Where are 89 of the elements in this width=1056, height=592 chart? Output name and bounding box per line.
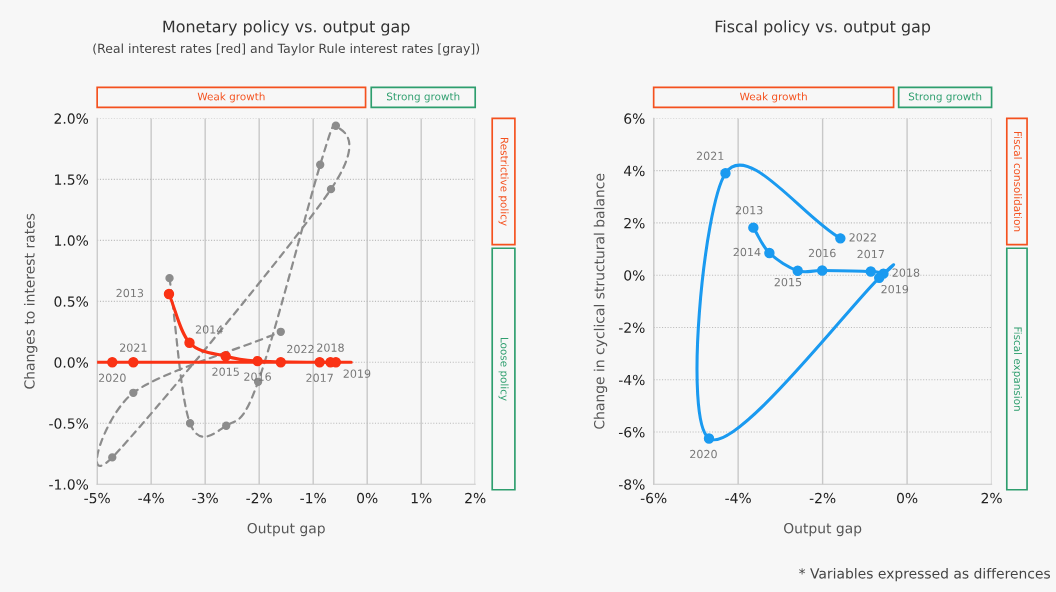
point bbox=[185, 419, 195, 428]
chart-title: Monetary policy vs. output gap bbox=[163, 20, 410, 36]
x-tick-label: -6% bbox=[640, 492, 667, 504]
annotation: 2017 bbox=[306, 373, 333, 383]
text: Strong growth bbox=[908, 92, 982, 103]
text: Strong growth bbox=[386, 92, 460, 103]
point bbox=[748, 222, 759, 233]
text: Restrictive policy bbox=[498, 137, 509, 226]
point bbox=[165, 273, 174, 283]
x-tick-label: -3% bbox=[192, 492, 218, 504]
point bbox=[128, 357, 139, 368]
point bbox=[107, 357, 118, 368]
x-axis-title: Output gap bbox=[247, 522, 325, 537]
annotation: 2016 bbox=[808, 248, 836, 258]
x-tick-label: 2% bbox=[981, 492, 1002, 504]
y-axis-title: Change in cyclical structural balance bbox=[593, 173, 608, 429]
annotation: 2019 bbox=[881, 284, 909, 294]
point bbox=[326, 184, 336, 194]
y-tick-label: 1.0% bbox=[55, 235, 89, 246]
y-tick-label: -0.5% bbox=[49, 418, 89, 429]
point bbox=[331, 121, 341, 130]
annotation: 2020 bbox=[690, 449, 717, 459]
text: Loose policy bbox=[498, 337, 509, 401]
annotation: 2021 bbox=[120, 343, 147, 352]
annotation: 2021 bbox=[696, 151, 724, 161]
point bbox=[252, 355, 263, 367]
point bbox=[129, 388, 138, 397]
chart-title: Fiscal policy vs. output gap bbox=[715, 20, 931, 36]
point bbox=[316, 160, 325, 169]
annotation: 2017 bbox=[857, 249, 884, 259]
x-tick-label: 1% bbox=[411, 492, 432, 504]
x-tick-label: -2% bbox=[809, 492, 836, 504]
text: Weak growth bbox=[739, 92, 807, 103]
annotation: 2018 bbox=[892, 268, 920, 277]
text: Fiscal consolidation bbox=[1013, 131, 1022, 232]
y-tick-label: -6% bbox=[618, 426, 645, 438]
y-tick-label: 4% bbox=[623, 165, 645, 177]
x-tick-label: 0% bbox=[897, 492, 918, 504]
point bbox=[314, 357, 325, 368]
point bbox=[184, 337, 195, 349]
annotation: 2013 bbox=[116, 288, 144, 298]
x-tick-label: 2% bbox=[465, 492, 486, 504]
point bbox=[703, 433, 715, 444]
annotation: 2015 bbox=[212, 367, 239, 376]
point bbox=[764, 247, 775, 259]
x-tick-label: -5% bbox=[84, 492, 110, 504]
point bbox=[835, 233, 846, 244]
y-tick-label: 1.5% bbox=[55, 174, 89, 185]
point bbox=[816, 265, 828, 276]
annotation: 2013 bbox=[735, 205, 763, 215]
y-tick-label: 0% bbox=[624, 270, 645, 281]
point bbox=[275, 357, 286, 368]
x-tick-label: -1% bbox=[300, 492, 326, 504]
point bbox=[874, 272, 885, 284]
annotation: 2019 bbox=[343, 369, 371, 378]
annotation: 2018 bbox=[317, 343, 344, 352]
annotation: 2016 bbox=[244, 372, 271, 381]
point bbox=[108, 453, 117, 462]
chart-subtitle: (Real interest rates [red] and Taylor Rule interest rates [gray]) bbox=[93, 43, 480, 56]
point bbox=[163, 288, 175, 300]
annotation: 2015 bbox=[774, 277, 802, 287]
annotation: 2014 bbox=[733, 247, 761, 257]
y-tick-label: 2.0% bbox=[54, 113, 89, 124]
point bbox=[865, 266, 876, 277]
text: * Variables expressed as differences bbox=[799, 567, 1051, 582]
annotation: 2022 bbox=[849, 233, 876, 242]
y-tick-label: 6% bbox=[624, 113, 645, 124]
y-tick-label: -8% bbox=[618, 479, 645, 490]
point bbox=[276, 327, 285, 336]
annotation: 2020 bbox=[98, 373, 126, 383]
y-tick-label: -1.0% bbox=[49, 479, 89, 490]
point bbox=[720, 168, 731, 179]
x-tick-label: -4% bbox=[138, 492, 164, 504]
point bbox=[792, 265, 803, 276]
y-axis-title: Changes to interest rates bbox=[23, 213, 38, 389]
y-tick-label: 0.5% bbox=[54, 296, 89, 307]
y-tick-label: -2% bbox=[618, 322, 645, 333]
point bbox=[220, 350, 231, 362]
x-tick-label: -4% bbox=[725, 492, 751, 504]
x-axis-title: Output gap bbox=[784, 522, 862, 537]
annotation: 2022 bbox=[287, 344, 314, 354]
y-tick-label: 0.0% bbox=[54, 357, 89, 368]
text: Weak growth bbox=[197, 92, 265, 103]
y-tick-label: -4% bbox=[618, 374, 645, 386]
text: Fiscal expansion bbox=[1011, 327, 1022, 411]
x-tick-label: 0% bbox=[357, 492, 378, 504]
x-tick-label: -2% bbox=[246, 492, 272, 504]
y-tick-label: 2% bbox=[624, 217, 645, 229]
point bbox=[222, 421, 231, 430]
